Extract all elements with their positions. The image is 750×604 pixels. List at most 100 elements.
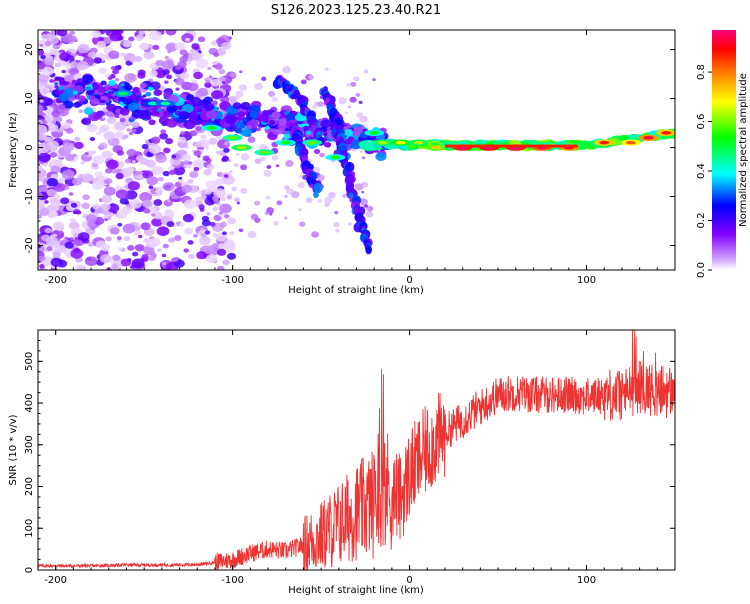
noise-speckle xyxy=(153,212,163,220)
noise-speckle xyxy=(173,166,186,176)
noise-speckle xyxy=(98,67,107,74)
band-speckle xyxy=(100,80,107,86)
noise-speckle xyxy=(238,228,244,233)
noise-speckle xyxy=(143,238,150,244)
noise-speckle xyxy=(153,199,163,206)
noise-speckle xyxy=(51,110,61,118)
noise-speckle xyxy=(211,90,224,100)
noise-speckle xyxy=(121,206,133,215)
noise-speckle xyxy=(299,221,306,227)
noise-speckle xyxy=(229,231,235,236)
noise-speckle xyxy=(127,167,134,173)
noise-speckle xyxy=(235,152,240,156)
noise-speckle xyxy=(38,168,47,178)
noise-speckle xyxy=(365,211,374,218)
noise-speckle xyxy=(193,150,202,157)
noise-speckle xyxy=(81,202,90,210)
x-tick-label: 0 xyxy=(406,275,412,286)
noise-speckle xyxy=(266,207,274,214)
noise-speckle xyxy=(140,222,151,231)
tone-speckle xyxy=(619,134,630,141)
noise-speckle xyxy=(195,58,209,69)
noise-speckle xyxy=(208,75,213,79)
band-speckle xyxy=(264,125,270,130)
band-speckle xyxy=(58,93,70,102)
noise-speckle xyxy=(127,244,135,251)
noise-speckle xyxy=(251,216,256,220)
noise-speckle xyxy=(164,80,169,84)
noise-speckle xyxy=(353,76,360,82)
noise-speckle xyxy=(189,171,199,179)
colorbar-tick-label: 0.8 xyxy=(696,64,707,80)
noise-speckle xyxy=(179,72,190,80)
noise-speckle xyxy=(129,199,142,209)
noise-speckle xyxy=(297,182,306,189)
noise-speckle xyxy=(101,194,113,204)
band-speckle xyxy=(351,127,363,136)
spectral-blob-core xyxy=(643,135,654,140)
noise-speckle xyxy=(247,136,256,143)
x-tick-label: -100 xyxy=(221,275,244,286)
band-speckle xyxy=(148,119,156,126)
noise-speckle xyxy=(126,148,137,157)
band-speckle xyxy=(232,102,242,110)
noise-speckle xyxy=(46,246,53,252)
noise-speckle xyxy=(87,51,97,59)
noise-speckle xyxy=(107,203,120,213)
band-speckle xyxy=(54,82,59,86)
noise-speckle xyxy=(212,206,219,212)
noise-speckle xyxy=(64,241,74,249)
noise-speckle xyxy=(76,61,89,71)
noise-speckle xyxy=(162,69,170,75)
noise-speckle xyxy=(305,197,313,203)
band-speckle xyxy=(163,91,171,98)
noise-speckle xyxy=(240,187,248,194)
noise-speckle xyxy=(42,163,48,167)
band-speckle xyxy=(375,152,387,161)
noise-speckle xyxy=(124,190,138,200)
band-speckle xyxy=(272,130,280,136)
noise-speckle xyxy=(205,80,210,84)
noise-speckle xyxy=(202,155,210,162)
band-speckle xyxy=(132,86,140,93)
noise-speckle xyxy=(191,79,197,84)
noise-speckle xyxy=(185,37,191,42)
noise-speckle xyxy=(145,30,152,33)
noise-speckle xyxy=(363,69,369,74)
colorbar: 0.0 0.2 0.4 0.6 0.8 Normalized spectral ampl… xyxy=(696,30,749,278)
noise-speckle xyxy=(76,210,82,215)
spectrogram-y-axis-label: Frequency (Hz) xyxy=(8,112,19,188)
noise-speckle xyxy=(191,43,200,50)
noise-speckle xyxy=(181,153,192,162)
noise-speckle xyxy=(234,197,240,202)
noise-speckle xyxy=(275,164,280,168)
noise-speckle xyxy=(148,237,161,248)
noise-speckle xyxy=(187,178,194,184)
noise-speckle xyxy=(333,222,340,228)
noise-speckle xyxy=(254,82,263,91)
noise-speckle xyxy=(222,259,230,266)
colorbar-gradient xyxy=(712,30,736,270)
noise-speckle xyxy=(38,202,42,207)
noise-speckle xyxy=(48,210,59,218)
y-tick-label: 500 xyxy=(24,352,35,371)
spectral-blob-core xyxy=(206,126,217,130)
noise-speckle xyxy=(216,265,225,270)
noise-speckle xyxy=(114,65,122,71)
noise-speckle xyxy=(100,203,111,212)
band-speckle xyxy=(63,100,74,109)
noise-speckle xyxy=(56,30,68,37)
noise-speckle xyxy=(137,174,144,179)
noise-speckle xyxy=(224,214,230,219)
noise-speckle xyxy=(175,87,180,91)
noise-speckle xyxy=(348,222,352,226)
noise-speckle xyxy=(74,136,81,142)
band-speckle xyxy=(137,109,150,120)
noise-speckle xyxy=(155,154,167,163)
noise-speckle xyxy=(223,141,230,146)
noise-speckle xyxy=(240,153,250,161)
noise-speckle xyxy=(218,69,226,75)
noise-speckle xyxy=(113,121,127,131)
band-speckle xyxy=(97,86,107,94)
band-speckle xyxy=(150,110,160,117)
